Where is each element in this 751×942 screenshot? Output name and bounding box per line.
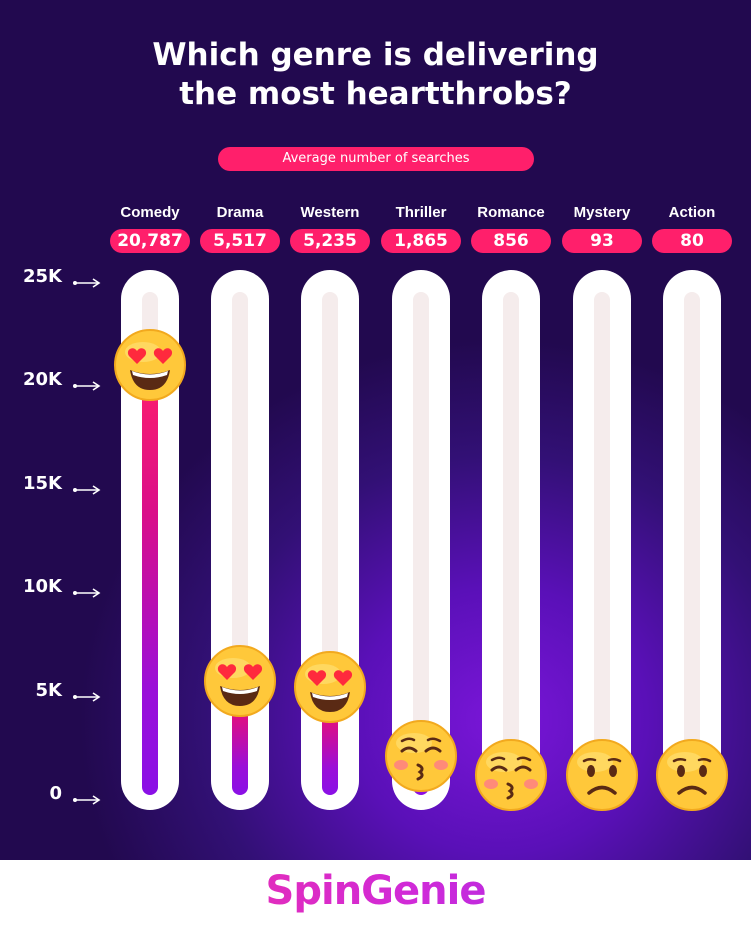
arrow-right-icon: [72, 376, 102, 386]
footer: SpinGenie: [0, 860, 751, 942]
category-label-thriller: Thriller: [371, 204, 471, 221]
infographic-poster: Which genre is delivering the most heart…: [0, 0, 751, 860]
bar-groove: [594, 292, 610, 794]
kissing-emoji-icon: [384, 719, 458, 793]
title-line-2: the most heartthrobs?: [0, 75, 751, 114]
value-label-drama: 5,517: [200, 229, 280, 253]
y-tick-label: 5K: [6, 680, 62, 701]
heart-eyes-emoji-icon: [113, 328, 187, 402]
bar-track-romance: [482, 270, 540, 810]
bar-track-western: [301, 270, 359, 810]
spingenie-logo: SpinGenie: [0, 868, 751, 914]
title-line-1: Which genre is delivering: [0, 36, 751, 75]
arrow-right-icon: [72, 273, 102, 283]
heart-eyes-emoji-icon: [293, 650, 367, 724]
frowning-emoji-icon: [565, 738, 639, 812]
category-label-western: Western: [280, 204, 380, 221]
bar-groove: [684, 292, 700, 794]
arrow-right-icon: [72, 687, 102, 697]
category-label-mystery: Mystery: [552, 204, 652, 221]
arrow-right-icon: [72, 480, 102, 490]
frowning-emoji-icon: [655, 738, 729, 812]
bar-groove: [503, 292, 519, 794]
category-label-drama: Drama: [190, 204, 290, 221]
value-label-mystery: 93: [562, 229, 642, 253]
value-label-thriller: 1,865: [381, 229, 461, 253]
kissing-emoji-icon: [474, 738, 548, 812]
bar-track-drama: [211, 270, 269, 810]
value-label-romance: 856: [471, 229, 551, 253]
bar-track-mystery: [573, 270, 631, 810]
value-label-action: 80: [652, 229, 732, 253]
value-label-western: 5,235: [290, 229, 370, 253]
bar-track-action: [663, 270, 721, 810]
bar-comedy: [142, 365, 158, 795]
value-label-comedy: 20,787: [110, 229, 190, 253]
y-tick-label: 15K: [6, 473, 62, 494]
y-tick-label: 25K: [6, 266, 62, 287]
chart-title: Which genre is delivering the most heart…: [0, 36, 751, 114]
category-label-romance: Romance: [461, 204, 561, 221]
arrow-right-icon: [72, 790, 102, 800]
category-label-action: Action: [642, 204, 742, 221]
subtitle-pill: Average number of searches: [218, 147, 534, 171]
category-label-comedy: Comedy: [100, 204, 200, 221]
arrow-right-icon: [72, 583, 102, 593]
y-tick-label: 0: [6, 783, 62, 804]
y-tick-label: 10K: [6, 576, 62, 597]
heart-eyes-emoji-icon: [203, 644, 277, 718]
y-tick-label: 20K: [6, 369, 62, 390]
